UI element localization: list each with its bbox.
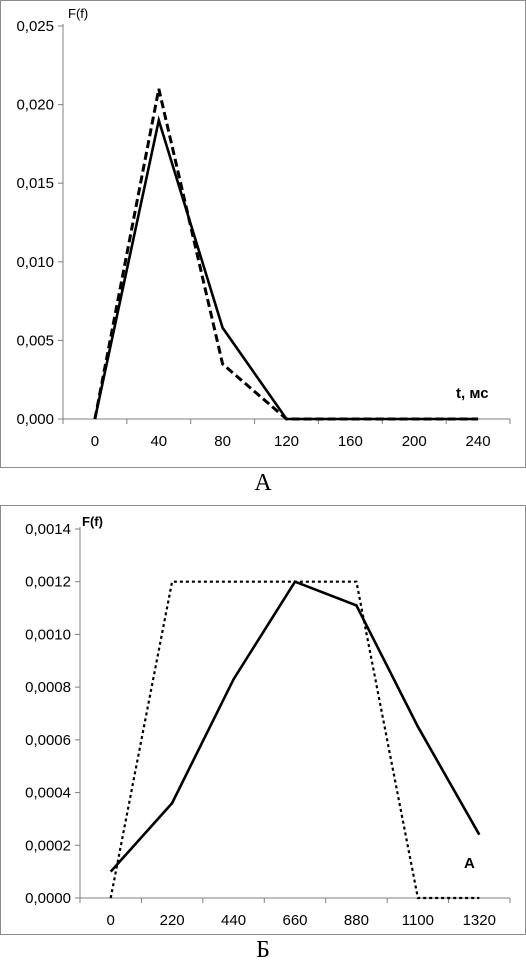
y-tick-label: 0,010	[16, 254, 54, 271]
y-tick-label: 0,020	[16, 97, 54, 114]
series-line-1-solid	[93, 115, 479, 421]
y-tick-label: 0,0012	[25, 574, 71, 591]
y-tick-label: 0,0002	[25, 837, 71, 854]
y-tick-label: 0,0008	[25, 679, 71, 696]
chart-a: 0,000 0,005 0,010 0,015 0,020 0,025 0 40 80 120 16…	[0, 0, 526, 468]
y-tick-label: 0,000	[16, 411, 54, 428]
y-axis-label: F(f)	[68, 6, 88, 21]
y-tick-label: 0,0014	[25, 521, 71, 538]
y-tick-label: 0,0010	[25, 626, 71, 643]
x-tick-label: 880	[344, 912, 369, 929]
y-tick-label: 0,005	[16, 332, 54, 349]
x-tick-label: 1320	[463, 912, 496, 929]
x-tick-label: 0	[107, 912, 115, 929]
y-tick-label: 0,025	[16, 18, 54, 35]
x-tick-label: 0	[91, 433, 99, 450]
chart-b: 0,0000 0,0002 0,0004 0,0006 0,0008 0,0010 0,00…	[0, 505, 526, 935]
series-line-2-dotted	[109, 580, 480, 900]
x-tick-label: 440	[221, 912, 246, 929]
series-line-1-solid	[109, 580, 481, 873]
x-tick-label: 160	[338, 433, 363, 450]
chart-border	[0, 0, 526, 468]
x-tick-label: 40	[150, 433, 167, 450]
y-axis-label: F(f)	[82, 514, 103, 529]
chart-panel-a: 0,000 0,005 0,010 0,015 0,020 0,025 0 40 80 120 16…	[0, 0, 526, 468]
x-tick-label: 120	[274, 433, 299, 450]
x-axis-label: t, мс	[456, 385, 489, 402]
x-tick-label: 240	[466, 433, 491, 450]
series-line-2-dashed	[93, 88, 479, 421]
y-tick-label: 0,0006	[25, 732, 71, 749]
chart-border	[0, 505, 526, 935]
x-tick-label: 220	[160, 912, 185, 929]
x-tick-label: 1100	[402, 912, 434, 929]
chart-a-caption: А	[254, 470, 272, 496]
x-tick-label: 200	[402, 433, 427, 450]
chart-panel-b: 0,0000 0,0002 0,0004 0,0006 0,0008 0,0010 0,00…	[0, 505, 526, 935]
x-tick-label: 80	[214, 433, 231, 450]
series-annotation: A	[464, 855, 475, 872]
x-tick-label: 660	[282, 912, 307, 929]
y-tick-label: 0,015	[16, 175, 54, 192]
chart-b-caption: Б	[256, 937, 270, 963]
y-tick-label: 0,0004	[25, 785, 71, 802]
y-tick-label: 0,0000	[25, 890, 71, 907]
